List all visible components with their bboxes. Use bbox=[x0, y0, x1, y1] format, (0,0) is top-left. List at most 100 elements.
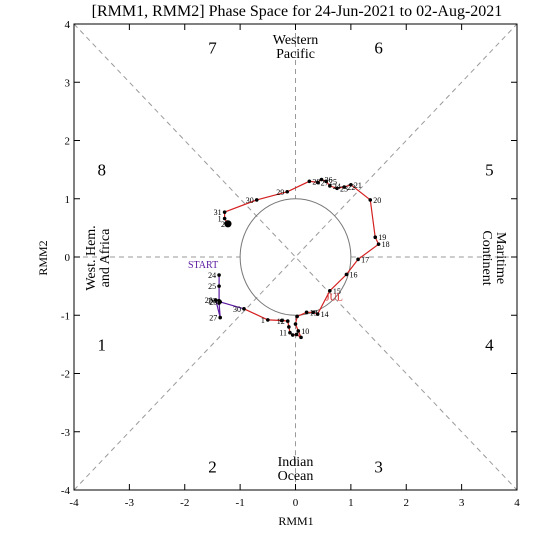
x-tick-label: 1 bbox=[348, 497, 354, 509]
start-label: START bbox=[188, 260, 218, 271]
day-label: 1 bbox=[218, 215, 222, 224]
day-label: 1 bbox=[261, 316, 265, 325]
day-label: 29 bbox=[209, 298, 217, 307]
data-point bbox=[349, 182, 353, 187]
data-point bbox=[373, 235, 378, 239]
region-label-right: Maritime bbox=[493, 232, 508, 284]
data-point bbox=[285, 319, 290, 323]
data-point bbox=[242, 307, 246, 311]
day-label: 19 bbox=[378, 233, 386, 242]
phase-boundary-diagonal-1 bbox=[73, 23, 518, 491]
phase-label-4: 4 bbox=[485, 335, 494, 354]
x-tick-label: 2 bbox=[404, 497, 410, 509]
day-label: 18 bbox=[382, 240, 390, 249]
data-point bbox=[254, 198, 259, 202]
day-label: 25 bbox=[208, 282, 216, 291]
y-tick-label: 3 bbox=[65, 77, 71, 89]
day-label: 20 bbox=[373, 196, 381, 205]
x-tick-label: -3 bbox=[125, 497, 135, 509]
data-point bbox=[279, 318, 284, 323]
data-point bbox=[342, 185, 347, 189]
data-point bbox=[213, 298, 218, 302]
data-point bbox=[290, 333, 295, 337]
x-tick-label: 3 bbox=[459, 497, 465, 509]
data-point bbox=[266, 318, 270, 322]
x-tick-label: 0 bbox=[293, 497, 299, 509]
x-tick-label: -1 bbox=[236, 497, 245, 509]
data-point bbox=[222, 210, 227, 214]
day-label: 2 bbox=[221, 220, 225, 229]
phase-label-5: 5 bbox=[485, 161, 494, 180]
region-label-top: Western bbox=[273, 33, 319, 48]
day-label: 30 bbox=[246, 196, 254, 205]
data-point bbox=[217, 273, 221, 277]
data-point bbox=[311, 310, 316, 315]
data-point bbox=[328, 288, 332, 293]
data-point bbox=[296, 329, 301, 333]
y-axis-label: RMM2 bbox=[36, 240, 50, 275]
region-label-top: Pacific bbox=[276, 47, 315, 62]
data-point bbox=[299, 335, 303, 340]
chart-title: [RMM1, RMM2] Phase Space for 24-Jun-2021… bbox=[92, 3, 503, 20]
day-label: 24 bbox=[208, 271, 216, 280]
region-label-bottom: Indian bbox=[278, 455, 314, 470]
region-label-right: Continent bbox=[479, 230, 494, 285]
day-label: 11 bbox=[279, 329, 287, 338]
y-tick-label: -1 bbox=[61, 310, 70, 322]
unit-amplitude-circle bbox=[239, 198, 352, 316]
y-tick-label: 1 bbox=[65, 194, 71, 206]
data-point bbox=[222, 216, 227, 221]
data-point bbox=[217, 284, 221, 288]
data-point bbox=[356, 257, 360, 262]
data-point bbox=[293, 322, 298, 326]
day-label: 27 bbox=[209, 314, 217, 323]
data-point bbox=[335, 186, 339, 191]
data-point bbox=[315, 180, 320, 185]
phase-label-8: 8 bbox=[97, 161, 106, 180]
data-point bbox=[287, 325, 291, 329]
y-tick-label: -3 bbox=[61, 427, 71, 439]
y-tick-label: -4 bbox=[61, 485, 71, 497]
y-tick-label: -2 bbox=[61, 369, 70, 381]
phase-label-7: 7 bbox=[208, 38, 217, 57]
data-point bbox=[315, 312, 320, 316]
phase-label-1: 1 bbox=[97, 335, 106, 354]
data-point bbox=[328, 184, 332, 188]
data-point bbox=[376, 242, 381, 246]
y-tick-label: 4 bbox=[65, 19, 71, 31]
data-point bbox=[285, 189, 289, 194]
data-point bbox=[218, 300, 222, 304]
day-label: 17 bbox=[361, 255, 369, 264]
x-tick-label: -2 bbox=[180, 497, 189, 509]
day-label: 21 bbox=[354, 181, 362, 190]
data-point bbox=[324, 179, 328, 184]
y-tick-label: 2 bbox=[65, 136, 71, 148]
phase-label-3: 3 bbox=[374, 458, 383, 477]
day-label: 29 bbox=[276, 188, 284, 197]
data-point bbox=[294, 332, 299, 337]
day-label: 16 bbox=[349, 270, 357, 279]
month-label-jul: JUL bbox=[326, 293, 343, 304]
phase-label-2: 2 bbox=[208, 458, 217, 477]
day-label: 25 bbox=[329, 177, 337, 186]
phase-boundary-diagonal-2 bbox=[73, 23, 518, 491]
day-label: 31 bbox=[214, 208, 222, 217]
day-label: 10 bbox=[301, 327, 309, 336]
day-label: 23 bbox=[340, 184, 348, 193]
data-point bbox=[344, 272, 349, 277]
data-point bbox=[368, 198, 373, 202]
day-label: 28 bbox=[205, 296, 213, 305]
data-point bbox=[307, 179, 312, 184]
day-label: 28 bbox=[312, 177, 320, 186]
region-label-left: and Africa bbox=[98, 228, 113, 287]
region-label-bottom: Ocean bbox=[278, 469, 314, 484]
data-point bbox=[304, 310, 309, 315]
day-label: 27 bbox=[321, 178, 329, 187]
data-point bbox=[319, 177, 324, 182]
day-label: 15 bbox=[333, 287, 341, 296]
data-point bbox=[288, 330, 292, 335]
data-point bbox=[218, 315, 222, 320]
